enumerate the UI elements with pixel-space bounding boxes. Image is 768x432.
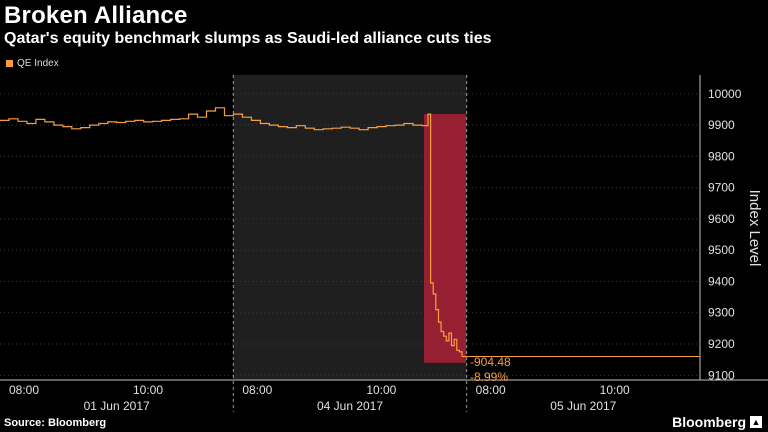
x-tick-label: 10:00 <box>600 383 630 397</box>
source-note: Source: Bloomberg <box>4 417 107 429</box>
y-tick-label: 9500 <box>708 243 735 257</box>
legend-label: QE Index <box>17 58 59 69</box>
brand-icon: ▲ <box>750 416 762 428</box>
x-day-label: 04 Jun 2017 <box>317 399 383 413</box>
y-tick-label: 9300 <box>708 306 735 320</box>
y-tick-label: 9100 <box>708 368 735 382</box>
chart-subtitle: Qatar's equity benchmark slumps as Saudi… <box>4 30 492 47</box>
y-tick-label: 9700 <box>708 181 735 195</box>
x-tick-label: 10:00 <box>366 383 396 397</box>
x-tick-label: 10:00 <box>133 383 163 397</box>
x-day-label: 05 Jun 2017 <box>550 399 616 413</box>
brand-name: Bloomberg <box>672 414 746 430</box>
x-tick-label: 08:00 <box>476 383 506 397</box>
y-axis-label: Index Level <box>746 190 763 267</box>
y-tick-label: 9900 <box>708 118 735 132</box>
y-tick-label: 9200 <box>708 337 735 351</box>
change-pct-label: -8.99% <box>470 370 508 384</box>
y-tick-label: 10000 <box>708 87 742 101</box>
y-tick-label: 9400 <box>708 274 735 288</box>
brand-logo: Bloomberg ▲ <box>672 414 762 430</box>
x-day-label: 01 Jun 2017 <box>84 399 150 413</box>
y-tick-label: 9600 <box>708 212 735 226</box>
legend-swatch <box>6 60 13 67</box>
x-tick-label: 08:00 <box>242 383 272 397</box>
y-tick-label: 9800 <box>708 149 735 163</box>
change-points-label: -904.48 <box>470 355 511 369</box>
legend: QE Index <box>6 58 59 69</box>
series-line-qe-index <box>0 107 463 357</box>
chart-title: Broken Alliance <box>4 2 188 29</box>
x-tick-label: 08:00 <box>9 383 39 397</box>
